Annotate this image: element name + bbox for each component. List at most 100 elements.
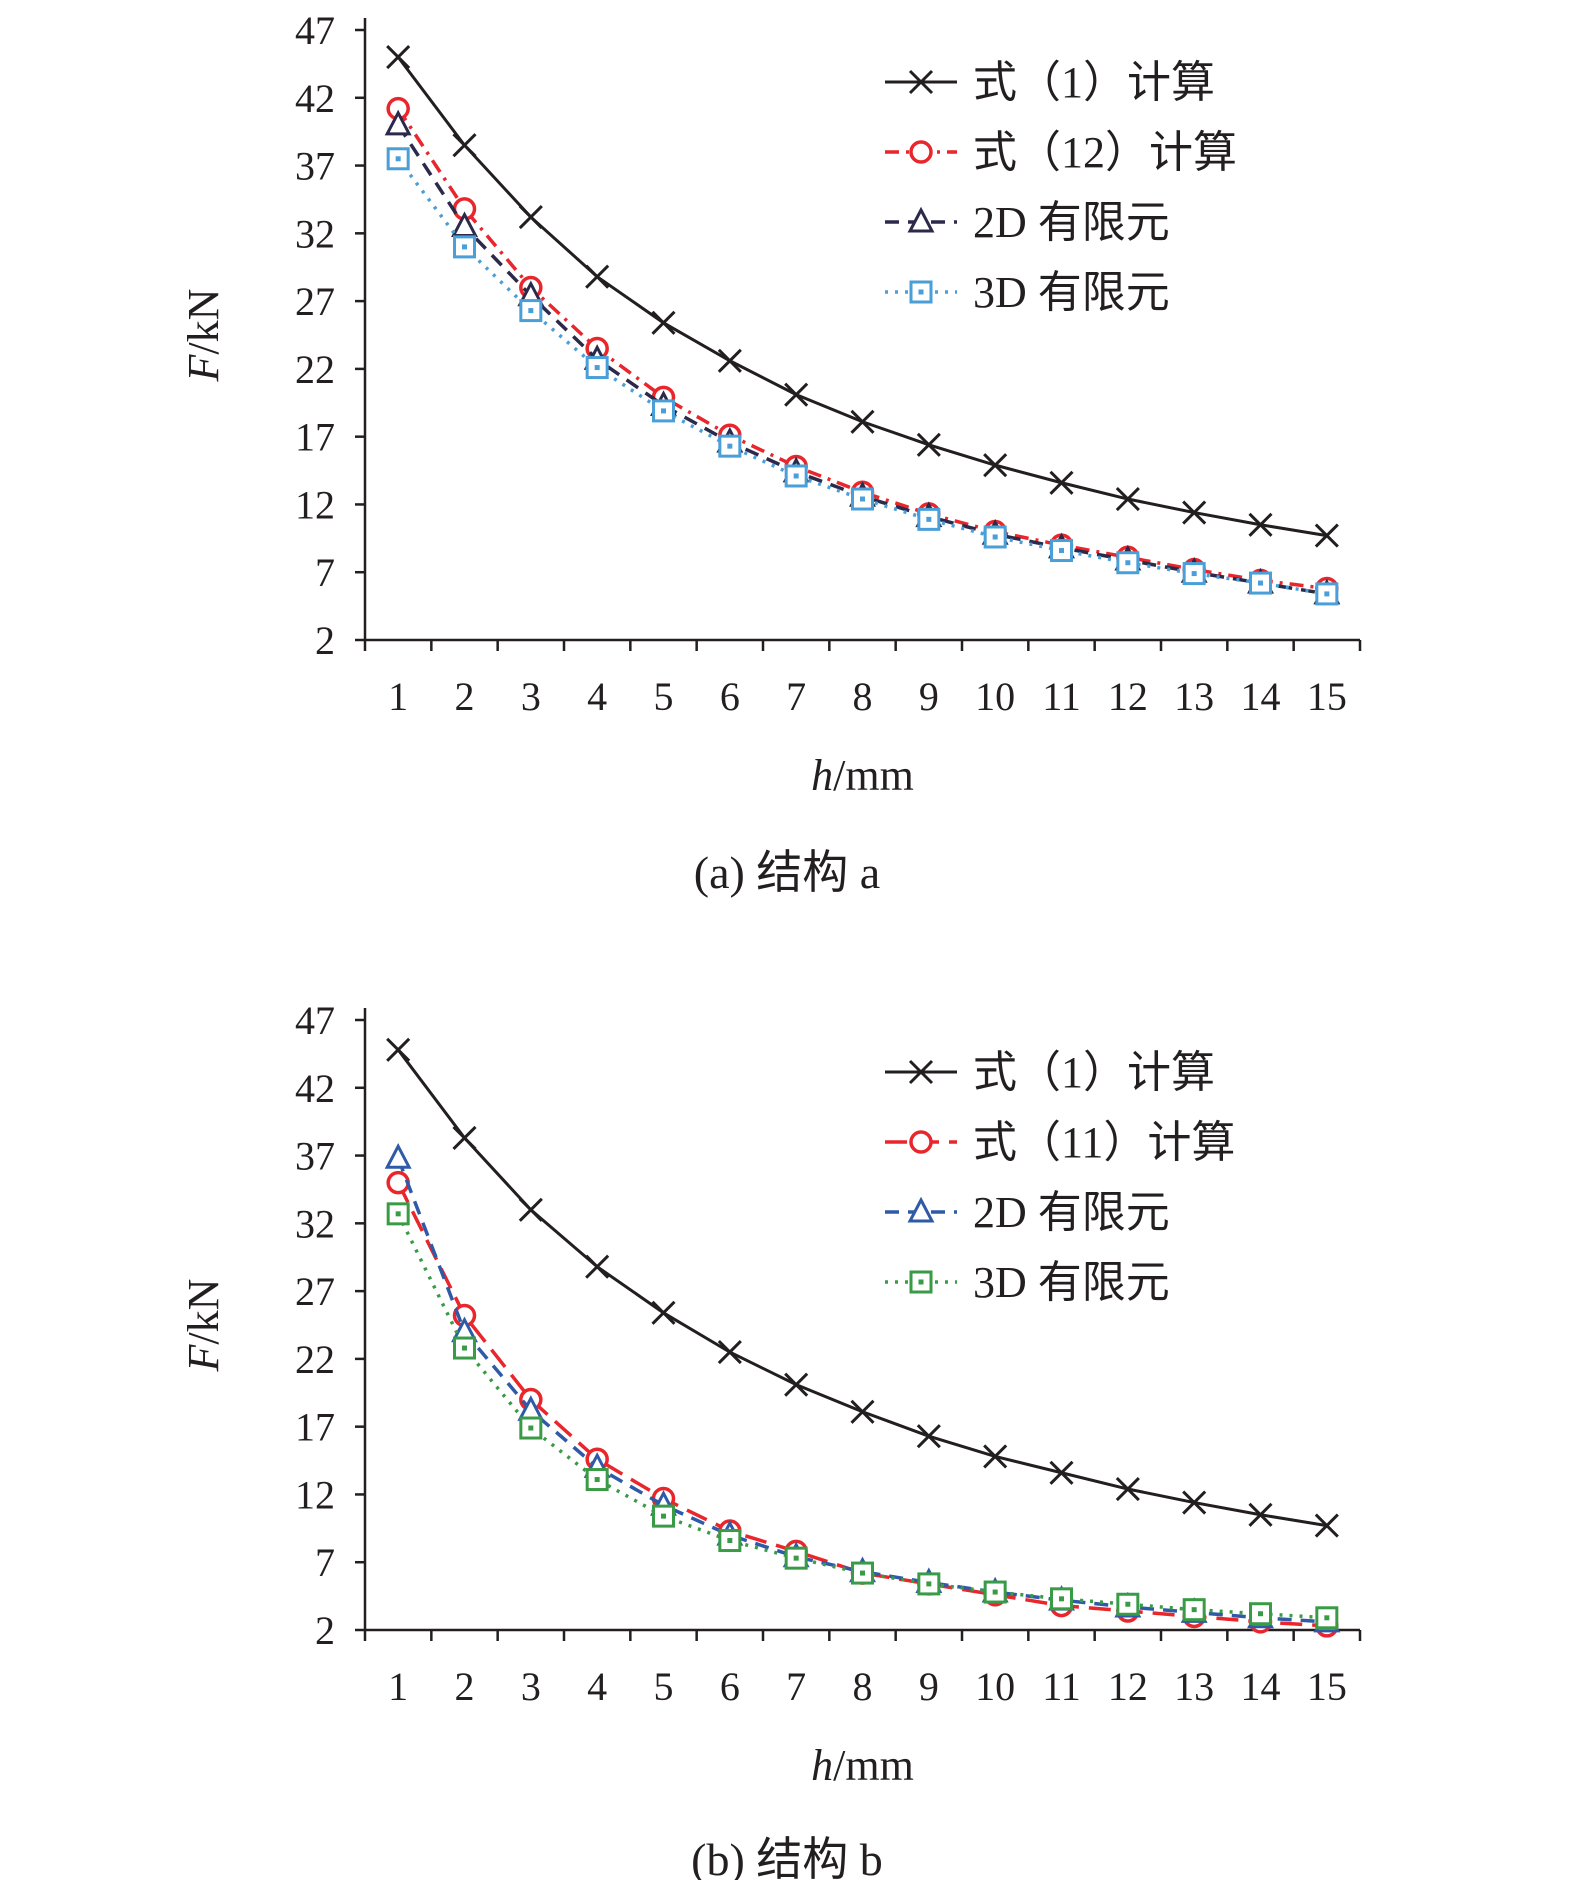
data-point-marker xyxy=(386,45,411,70)
series-line xyxy=(396,107,1328,591)
y-tick-label: 32 xyxy=(295,1201,335,1246)
data-point-marker-center xyxy=(528,1425,534,1431)
series-line xyxy=(396,1181,1327,1628)
data-point-marker xyxy=(916,432,941,457)
data-point-marker-center xyxy=(1059,548,1064,554)
data-point-marker-center xyxy=(1258,1611,1263,1617)
y-tick-label: 42 xyxy=(295,1066,335,1111)
x-axis-unit: /mm xyxy=(833,751,914,800)
y-axis-title: F/kN xyxy=(179,289,228,383)
legend-marker xyxy=(907,1196,935,1223)
series-1 xyxy=(386,45,1339,548)
legend-marker xyxy=(908,1059,934,1085)
data-point-marker xyxy=(1049,1460,1074,1485)
x-tick-label: 14 xyxy=(1241,1664,1281,1709)
data-point-marker-center xyxy=(793,473,799,479)
x-tick-label: 9 xyxy=(919,1664,939,1709)
legend-label: 式（11）计算 xyxy=(973,1118,1235,1167)
data-point-marker-center xyxy=(395,156,401,162)
data-point-marker xyxy=(983,453,1008,478)
x-tick-label: 1 xyxy=(388,1664,408,1709)
x-tick-label: 7 xyxy=(786,1664,806,1709)
data-point-marker-center xyxy=(727,443,733,449)
y-tick-label: 2 xyxy=(315,618,335,663)
data-point-marker xyxy=(452,133,477,158)
y-axis-var: F xyxy=(179,1343,228,1372)
data-point-marker-center xyxy=(793,1555,799,1561)
data-point-marker xyxy=(384,109,412,136)
data-point-marker xyxy=(1115,486,1140,512)
data-point-marker-center xyxy=(926,1581,932,1587)
x-axis-title: h/mm xyxy=(811,1741,914,1790)
data-point-marker-center xyxy=(528,308,534,314)
x-axis-title: h/mm xyxy=(811,751,914,800)
data-point-marker-center xyxy=(661,408,666,414)
series-line xyxy=(396,157,1328,596)
y-axis-title: F/kN xyxy=(179,1279,228,1373)
data-point-marker-center xyxy=(661,1513,666,1519)
legend: 式（1）计算式（12）计算 2D 有限元 3D 有限元 xyxy=(885,58,1237,317)
y-axis-var: F xyxy=(179,353,228,382)
legend-label: 式（1）计算 xyxy=(973,1048,1215,1097)
data-point-marker xyxy=(384,1143,412,1169)
data-point-marker xyxy=(386,1170,410,1195)
data-point-marker xyxy=(916,1424,941,1449)
x-tick-label: 1 xyxy=(388,674,408,719)
x-tick-label: 9 xyxy=(919,674,939,719)
x-tick-label: 3 xyxy=(521,1664,541,1709)
data-point-marker xyxy=(518,205,543,230)
data-point-marker xyxy=(850,409,875,434)
y-tick-label: 17 xyxy=(295,1405,335,1450)
data-point-marker xyxy=(1182,1490,1207,1515)
legend-label: 2D 有限元 xyxy=(973,198,1170,247)
y-tick-label: 12 xyxy=(295,482,335,527)
legend-marker xyxy=(907,206,935,233)
data-point-marker xyxy=(983,1444,1008,1469)
x-axis-unit: /mm xyxy=(833,1741,914,1790)
x-tick-label: 10 xyxy=(975,1664,1015,1709)
y-tick-label: 7 xyxy=(315,1540,335,1585)
x-axis-var: h xyxy=(811,751,833,800)
y-tick-label: 22 xyxy=(295,347,335,392)
y-tick-label: 27 xyxy=(295,279,335,324)
y-tick-label: 7 xyxy=(315,550,335,595)
data-point-marker xyxy=(585,1254,610,1279)
legend-marker xyxy=(909,1130,933,1154)
data-point-marker-center xyxy=(462,1345,467,1351)
data-point-marker xyxy=(651,1300,676,1325)
data-point-marker-center xyxy=(926,516,932,522)
chart-caption: (b) 结构 b xyxy=(691,1834,883,1880)
x-tick-label: 13 xyxy=(1174,674,1214,719)
x-tick-label: 5 xyxy=(654,674,674,719)
x-tick-label: 7 xyxy=(786,674,806,719)
x-tick-label: 2 xyxy=(455,674,475,719)
x-tick-label: 12 xyxy=(1108,1664,1148,1709)
legend-marker xyxy=(909,140,933,164)
x-tick-label: 13 xyxy=(1174,1664,1214,1709)
x-tick-label: 8 xyxy=(853,674,873,719)
legend-marker xyxy=(908,69,934,95)
y-tick-label: 42 xyxy=(295,76,335,121)
data-point-marker-center xyxy=(1125,560,1131,566)
data-point-marker-center xyxy=(1125,1601,1131,1607)
legend-label: 式（1）计算 xyxy=(973,58,1215,107)
y-tick-label: 47 xyxy=(295,8,335,53)
x-tick-label: 2 xyxy=(455,1664,475,1709)
data-point-marker xyxy=(386,1037,411,1062)
x-tick-label: 14 xyxy=(1241,674,1281,719)
data-point-marker-center xyxy=(1059,1596,1064,1602)
x-tick-label: 12 xyxy=(1108,674,1148,719)
data-point-marker xyxy=(850,1399,875,1424)
series-3 xyxy=(384,109,1341,605)
y-tick-label: 12 xyxy=(295,1472,335,1517)
data-point-marker xyxy=(784,382,809,407)
legend-marker-center xyxy=(918,1279,924,1285)
data-point-marker-center xyxy=(462,244,467,250)
x-tick-label: 5 xyxy=(654,1664,674,1709)
y-axis-unit: /kN xyxy=(179,1279,228,1345)
y-tick-label: 37 xyxy=(295,144,335,189)
x-tick-label: 6 xyxy=(720,1664,740,1709)
